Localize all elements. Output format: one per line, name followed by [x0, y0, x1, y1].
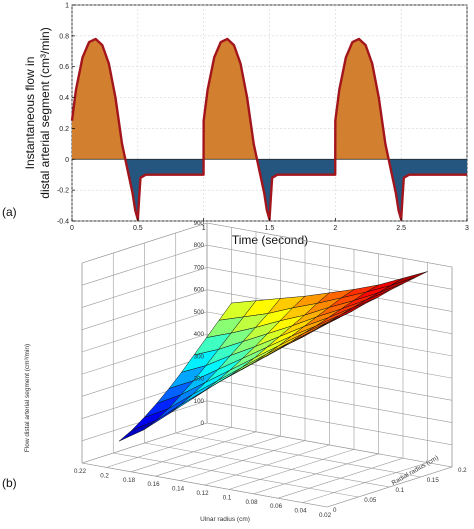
- y-tick-label: 0.2: [59, 126, 69, 133]
- axis-right: [326, 466, 453, 508]
- rgrid-floor: [144, 442, 390, 488]
- ulnar-tick-label: 0.18: [123, 477, 136, 484]
- x-tick-label: 2.5: [396, 225, 406, 232]
- radial-tick-label: 0: [333, 507, 337, 514]
- ulnar-tick-label: 0.08: [245, 499, 258, 506]
- panel-label-b: (b): [2, 476, 17, 490]
- radial-tick-label: 0.15: [427, 477, 440, 484]
- axis-front: [81, 462, 328, 508]
- ulnar-tick-label: 0.14: [172, 486, 185, 493]
- z-tick-label: 900: [194, 220, 205, 227]
- x-tick-label: 1: [202, 225, 206, 232]
- ulnar-tick-label: 0.02: [319, 512, 332, 519]
- y-tick-label: 0.6: [59, 64, 69, 71]
- panel-label-a: (a): [2, 205, 17, 219]
- axes-box-b: [81, 222, 453, 508]
- y-tick-label: -0.2: [57, 188, 69, 195]
- y-tick-label: -0.4: [57, 219, 69, 226]
- flow-curve: [70, 37, 467, 221]
- y-tick-label: 1: [65, 3, 69, 10]
- z-tick-label: 600: [194, 287, 205, 294]
- x-tick-label: 0.5: [133, 225, 143, 232]
- x-axis-label-a: Time (second): [232, 233, 308, 247]
- ulnar-tick-label: 0.22: [74, 468, 87, 475]
- radial-tick-label: 0.2: [458, 467, 467, 474]
- ulnar-tick-label: 0.04: [294, 508, 307, 515]
- x-ticks-a: 0 0.5 1 1.5 2 2.5 3: [70, 218, 469, 232]
- surface-patch: [118, 420, 157, 442]
- z-axis-label-b: Flow distal arterial segment (cm³/min): [24, 344, 31, 452]
- flow-line: [70, 37, 467, 221]
- y-tick-label: 0: [65, 157, 69, 164]
- rgrid-floor: [113, 452, 359, 498]
- rgrid-floor: [175, 432, 421, 478]
- x-tick-label: 3: [465, 225, 469, 232]
- y-ticks-a: 1 0.8 0.6 0.4 0.2 0 -0.2 -0.4: [57, 3, 75, 226]
- x-tick-label: 1.5: [265, 225, 275, 232]
- y-tick-label: 0.8: [59, 33, 69, 40]
- radial-tick-label: 0.1: [396, 487, 405, 494]
- y-axis-label-a-line1: Instantaneous flow in: [23, 57, 37, 170]
- surface-patch: [290, 323, 328, 344]
- flow-time-chart: 0 0.5 1 1.5 2 2.5 3 1 0.8 0.6 0.4 0.2 0 -0.2 -0.4 Tim…: [2, 3, 469, 248]
- radial-ticks-b: 0.2 0.15 0.1 0.05 0: [333, 467, 467, 514]
- surface-patch: [390, 271, 428, 286]
- ulnar-ticks-b: 0.22 0.2 0.18 0.16 0.14 0.12 0.1 0.08 0.06 0.04 0.…: [74, 468, 332, 519]
- z-tick-label: 0: [201, 420, 205, 427]
- radial-tick-label: 0.05: [364, 497, 377, 504]
- z-tick-label: 700: [194, 264, 205, 271]
- y-tick-label: 0.4: [59, 95, 69, 102]
- top-left: [81, 222, 208, 264]
- rgrid-floor: [206, 422, 453, 468]
- positive-flow-area: [72, 38, 467, 160]
- ulnar-tick-label: 0.06: [270, 503, 283, 510]
- z-tick-label: 400: [194, 331, 205, 338]
- ulnar-tick-label: 0.1: [223, 494, 232, 501]
- x-tick-label: 0: [70, 225, 74, 232]
- x-axis-label-b: Ulnar radius (cm): [200, 516, 250, 523]
- surface-b: [118, 271, 428, 442]
- top-back: [206, 222, 453, 268]
- ulnar-tick-label: 0.2: [100, 472, 109, 479]
- z-tick-label: 500: [194, 309, 205, 316]
- z-tick-label: 100: [194, 398, 205, 405]
- ulnar-tick-label: 0.12: [196, 490, 209, 497]
- ulnar-tick-label: 0.16: [147, 481, 160, 488]
- x-tick-label: 2: [333, 225, 337, 232]
- z-ticks-b: 900 800 700 600 500 400 300 200 100 0: [194, 220, 205, 427]
- z-tick-label: 300: [194, 353, 205, 360]
- z-tick-label: 200: [194, 376, 205, 383]
- y-axis-label-a-line2: distal arterial segment (cm³/min): [38, 27, 52, 198]
- z-tick-label: 800: [194, 242, 205, 249]
